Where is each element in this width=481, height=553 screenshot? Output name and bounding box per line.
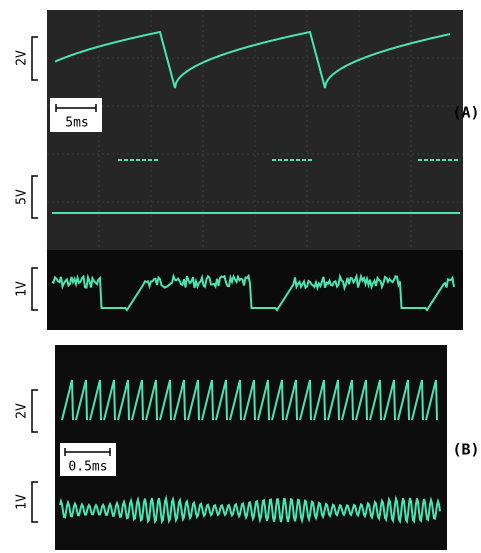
scale-bracket (31, 481, 38, 523)
scale-bracket (31, 389, 38, 433)
volt-scale: 2V (15, 403, 30, 419)
waveform (59, 494, 441, 525)
panel-label: (B) (452, 441, 479, 459)
scale-bracket (31, 267, 38, 311)
panel-label: (A) (452, 104, 479, 122)
waveform (61, 379, 438, 421)
time-scale: 5ms (65, 116, 88, 131)
volt-scale: 2V (15, 50, 30, 66)
scale-bracket (31, 36, 38, 81)
scope-screen (47, 250, 463, 330)
grid (47, 10, 463, 250)
time-box (60, 443, 116, 476)
time-bracket (55, 104, 97, 112)
volt-scale: 1V (15, 281, 30, 297)
volt-scale: 1V (15, 494, 30, 510)
time-scale: 0.5ms (68, 460, 107, 475)
time-bracket (64, 448, 111, 456)
waveform (54, 30, 451, 89)
scale-bracket (31, 175, 38, 219)
waveforms (51, 30, 460, 525)
time-box (50, 98, 102, 132)
waveform (51, 272, 455, 312)
volt-scale: 5V (15, 189, 30, 205)
